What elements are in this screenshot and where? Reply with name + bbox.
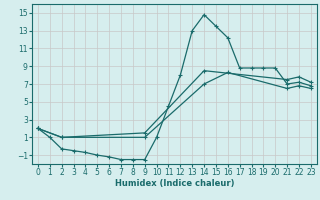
X-axis label: Humidex (Indice chaleur): Humidex (Indice chaleur) [115, 179, 234, 188]
